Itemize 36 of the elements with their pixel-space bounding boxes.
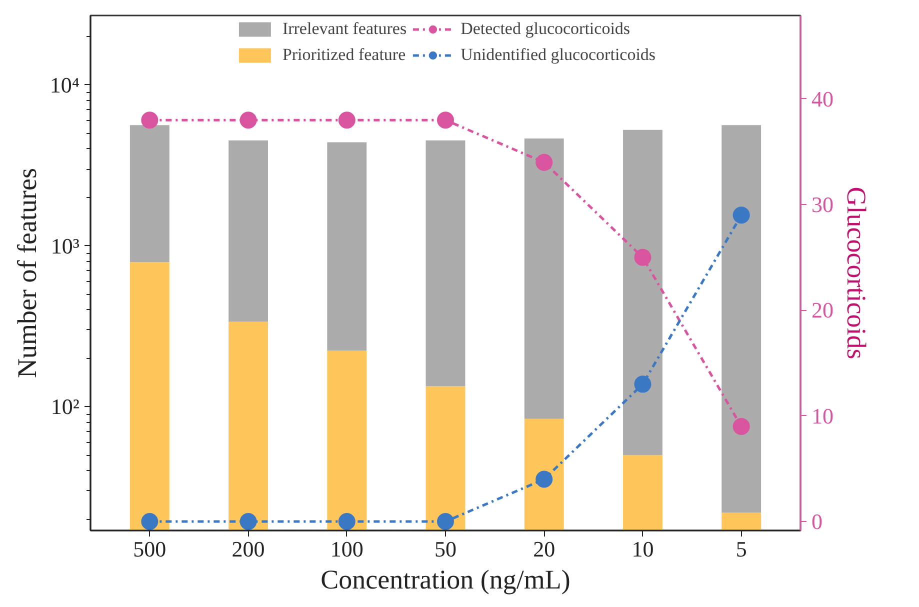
y2-axis-title: Glucocorticoids bbox=[842, 186, 872, 360]
y2-tick-label: 0 bbox=[812, 509, 822, 534]
bar bbox=[426, 140, 466, 386]
bar bbox=[228, 140, 268, 322]
bar bbox=[722, 125, 762, 512]
y2-tick-label: 30 bbox=[812, 192, 834, 218]
x-tick-label: 50 bbox=[434, 536, 456, 562]
bar bbox=[426, 386, 466, 530]
legend-label: Detected glucocorticoids bbox=[460, 19, 630, 39]
bar bbox=[623, 130, 662, 456]
x-tick-label: 10 bbox=[632, 536, 654, 562]
bar bbox=[623, 455, 662, 530]
x-tick-label: 5 bbox=[736, 536, 747, 562]
legend-label: Irrelevant features bbox=[282, 19, 407, 39]
x-tick-label: 20 bbox=[533, 536, 556, 562]
bar bbox=[524, 138, 564, 419]
x-axis-title: Concentration (ng/mL) bbox=[320, 564, 570, 594]
y-axis-title: Number of features bbox=[12, 168, 42, 378]
y-tick-label: 10² bbox=[50, 394, 80, 420]
bar bbox=[130, 125, 170, 262]
legend-label: Prioritized feature bbox=[282, 45, 406, 65]
y2-tick-label: 10 bbox=[812, 403, 834, 428]
y2-tick-label: 40 bbox=[812, 86, 834, 112]
legend-label: Unidentified glucocorticoids bbox=[460, 45, 656, 65]
bar bbox=[722, 512, 762, 530]
x-tick-label: 500 bbox=[133, 536, 166, 562]
y-tick-label: 10³ bbox=[50, 233, 80, 258]
x-tick-label: 200 bbox=[232, 536, 265, 562]
y2-tick-label: 20 bbox=[812, 298, 834, 323]
y-tick-label: 10⁴ bbox=[50, 72, 80, 98]
x-tick-label: 100 bbox=[330, 536, 364, 562]
bar bbox=[327, 142, 367, 351]
bar bbox=[524, 418, 564, 530]
bar bbox=[327, 350, 367, 530]
bar bbox=[130, 262, 170, 530]
bar bbox=[228, 322, 268, 530]
